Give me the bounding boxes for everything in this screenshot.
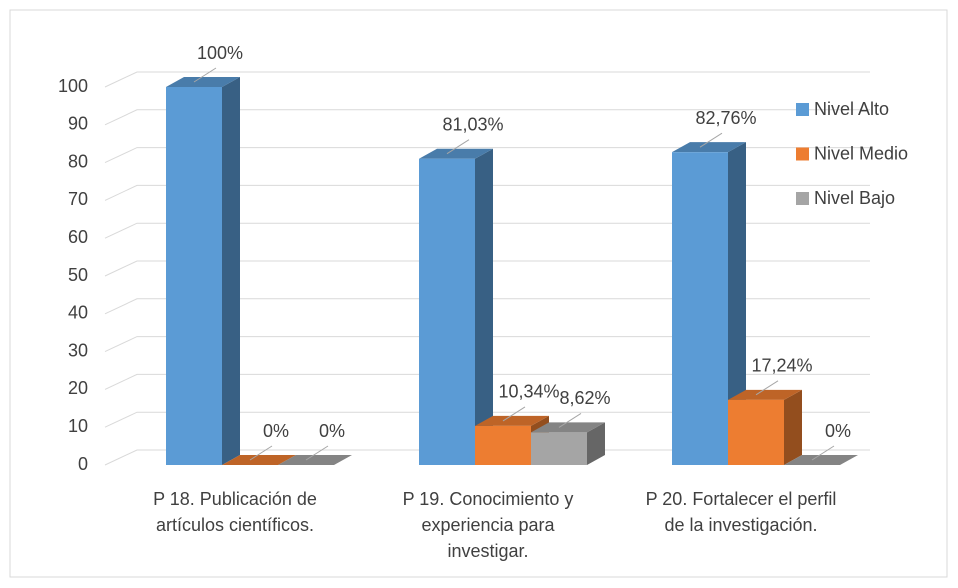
grid-line [104,373,870,390]
grid-line [104,449,870,466]
bar-top [531,422,605,433]
value-label: 0% [825,421,851,441]
bar [419,158,475,465]
label-leader [193,67,217,83]
value-label: 100% [197,43,243,63]
bar-top [475,415,549,426]
value-label: 8,62% [559,388,610,408]
y-tick-label: 60 [68,227,88,247]
grid-line [104,260,870,277]
value-label: 0% [263,421,289,441]
bar-side [222,77,240,465]
grid-line [104,184,870,201]
y-tick-label: 20 [68,378,88,398]
x-tick-label: P 20. Fortalecer el perfil de la investi… [645,489,837,535]
y-tick-label: 30 [68,340,88,360]
bar-top [728,389,802,400]
y-tick-label: 90 [68,114,88,134]
label-leader [699,132,723,148]
bar-top [672,142,746,153]
label-leader [755,380,779,396]
y-tick-label: 0 [78,454,88,474]
y-tick-label: 40 [68,303,88,323]
legend-swatch [796,192,809,205]
bar-side [475,148,493,465]
value-label: 10,34% [498,382,559,402]
y-tick-label: 10 [68,416,88,436]
bar [728,399,784,465]
label-leader [249,445,273,461]
legend-label: Nivel Bajo [814,188,895,208]
grid-line [104,222,870,239]
grid-line [104,71,870,88]
label-leader [811,445,835,461]
bar-top [166,77,240,87]
y-tick-label: 100 [58,76,88,96]
bar [475,425,531,465]
value-label: 82,76% [695,108,756,128]
value-label: 0% [319,421,345,441]
grid-line [104,298,870,315]
y-tick-label: 70 [68,189,88,209]
legend-swatch [796,103,809,116]
bar [672,152,728,465]
bar [531,432,587,465]
grid-line [104,109,870,126]
y-tick-label: 80 [68,151,88,171]
grid-line [104,336,870,353]
value-label: 17,24% [751,356,812,376]
grid-line [104,147,870,164]
label-leader [446,139,470,155]
bar-top [784,455,858,465]
bar-side [587,422,605,465]
legend-label: Nivel Alto [814,99,889,119]
label-leader [502,406,526,422]
bar-top [419,148,493,159]
legend-label: Nivel Medio [814,143,908,163]
legend-swatch [796,147,809,161]
label-leader [305,445,329,461]
bar-side [784,389,802,465]
y-tick-label: 50 [68,265,88,285]
bar [166,87,222,465]
grid-line [104,411,870,428]
bar-top [222,455,296,465]
value-label: 81,03% [442,114,503,134]
x-tick-label: P 19. Conocimiento y experiencia para in… [402,489,574,561]
label-leader [558,412,582,428]
x-tick-label: P 18. Publicación de artículos científic… [153,489,317,535]
bar-top [278,455,352,465]
bar-side [728,142,746,465]
